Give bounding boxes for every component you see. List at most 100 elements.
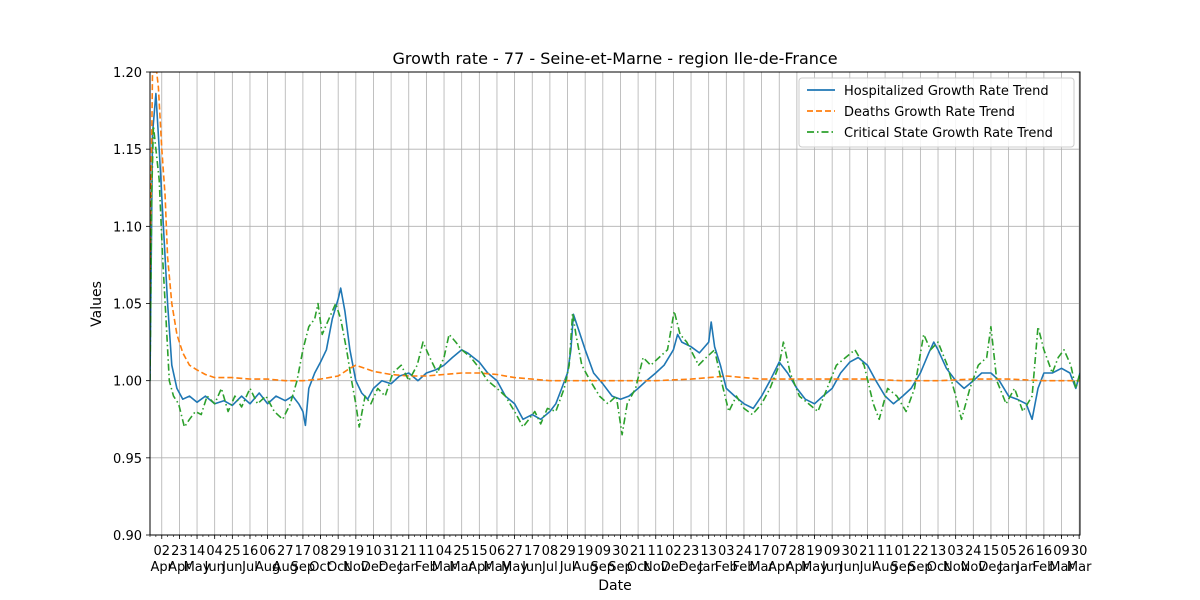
x-tick-month-label: Oct [327,560,349,575]
x-tick-day-label: 15 [983,544,1000,559]
x-tick-month-label: May [184,560,211,575]
series-line-1 [150,92,1080,427]
x-tick-month-label: Nov [643,560,669,575]
x-tick-day-label: 15 [471,544,488,559]
x-tick-day-label: 19 [806,544,823,559]
x-tick-day-label: 16 [242,544,259,559]
x-tick-day-label: 23 [171,544,188,559]
x-tick-day-label: 21 [630,544,647,559]
x-tick-day-label: 01 [894,544,911,559]
x-tick-day-label: 07 [771,544,788,559]
chart-title: Growth rate - 77 - Seine-et-Marne - regi… [392,49,837,68]
x-tick-day-label: 13 [700,544,717,559]
x-tick-day-label: 03 [947,544,964,559]
x-tick-day-label: 05 [1000,544,1017,559]
x-tick-month-label: Aug [872,560,897,575]
x-tick-day-label: 08 [542,544,559,559]
x-tick-month-label: Aug [273,560,298,575]
x-tick-day-label: 13 [930,544,947,559]
x-tick-month-label: Apr [786,560,809,575]
x-tick-day-label: 29 [559,544,576,559]
x-tick-month-label: Apr [468,560,491,575]
legend-label-2: Deaths Growth Rate Trend [844,105,1015,120]
x-tick-month-label: Jul [541,560,558,575]
x-tick-day-label: 14 [189,544,206,559]
x-tick-day-label: 21 [400,544,417,559]
x-tick-day-label: 06 [259,544,276,559]
x-tick-month-label: Mar [432,560,457,575]
x-tick-month-label: Oct [309,560,331,575]
x-tick-month-label: Jun [839,560,860,575]
x-tick-month-label: Dec [379,560,404,575]
x-tick-month-label: Jan [1015,560,1036,575]
x-tick-day-label: 19 [348,544,365,559]
x-tick-day-label: 09 [824,544,841,559]
series-layer [150,72,1080,436]
x-tick-month-label: Jun [821,560,842,575]
x-tick-day-label: 09 [1053,544,1070,559]
x-tick-day-label: 28 [789,544,806,559]
x-tick-month-label: Jul [241,560,258,575]
y-tick-label: 1.10 [113,220,142,235]
x-tick-day-label: 11 [647,544,664,559]
x-tick-month-label: Nov [943,560,969,575]
x-tick-day-label: 30 [842,544,859,559]
x-tick-month-label: Oct [627,560,649,575]
series-line-3 [150,125,1080,436]
x-tick-day-label: 06 [489,544,506,559]
x-tick-day-label: 19 [577,544,594,559]
y-axis: 0.90 0.95 1.00 1.05 1.10 1.15 1.20 [113,66,150,544]
x-tick-month-label: Nov [343,560,369,575]
x-tick-month-label: Feb [732,560,755,575]
x-tick-day-label: 30 [612,544,629,559]
x-tick-day-label: 09 [595,544,612,559]
x-tick-day-label: 24 [736,544,753,559]
x-tick-month-label: Jun [204,560,225,575]
y-tick-label: 1.20 [113,66,142,81]
x-tick-day-label: 25 [224,544,241,559]
x-tick-day-label: 11 [418,544,435,559]
x-tick-day-label: 29 [330,544,347,559]
x-tick-month-label: Nov [961,560,987,575]
x-tick-month-label: Aug [572,560,597,575]
x-tick-month-label: Feb [415,560,438,575]
x-tick-day-label: 31 [383,544,400,559]
x-tick-day-label: 11 [877,544,894,559]
x-tick-month-label: May [801,560,828,575]
x-tick-day-label: 17 [753,544,770,559]
x-tick-day-label: 17 [524,544,541,559]
x-tick-month-label: Sep [591,560,616,575]
x-tick-day-label: 03 [718,544,735,559]
x-tick-day-label: 22 [912,544,929,559]
x-tick-month-label: Jul [859,560,876,575]
x-tick-month-label: Sep [291,560,316,575]
x-tick-day-label: 24 [965,544,982,559]
x-tick-month-label: Mar [1049,560,1074,575]
x-tick-day-label: 30 [1071,544,1088,559]
x-tick-month-label: Jan [398,560,419,575]
x-axis-label: Date [598,578,631,594]
x-tick-month-label: Apr [168,560,191,575]
x-tick-month-label: Apr [768,560,791,575]
x-tick-month-label: Feb [1032,560,1055,575]
legend-label-1: Hospitalized Growth Rate Trend [844,84,1049,99]
legend-box [798,77,1075,148]
y-tick-label: 0.95 [113,452,142,467]
legend-label-3: Critical State Growth Rate Trend [844,126,1053,141]
x-tick-day-label: 27 [506,544,523,559]
x-tick-month-label: Dec [361,560,386,575]
x-tick-day-label: 26 [1018,544,1035,559]
x-tick-month-label: Jun [521,560,542,575]
y-tick-label: 1.15 [113,143,142,158]
x-tick-month-label: Jul [559,560,576,575]
x-tick-month-label: Oct [927,560,949,575]
x-tick-day-label: 16 [1036,544,1053,559]
x-tick-month-label: May [484,560,511,575]
x-tick-month-label: Sep [608,560,633,575]
x-tick-month-label: Dec [661,560,686,575]
x-axis: 02Apr23Apr14May04Jun25Jun16Jul06Aug27Aug… [149,535,1092,575]
x-tick-day-label: 21 [859,544,876,559]
x-tick-day-label: 25 [453,544,470,559]
y-tick-label: 1.00 [113,375,142,390]
series-line-2 [150,72,1080,382]
